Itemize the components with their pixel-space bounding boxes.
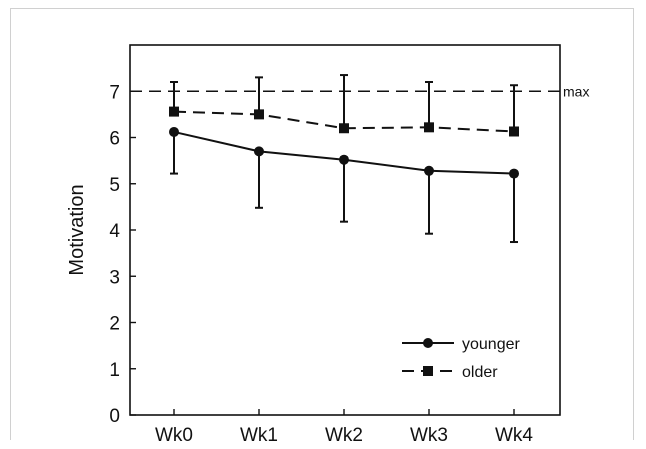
y-tick-label: 4 <box>109 221 120 242</box>
x-tick-label: Wk1 <box>240 425 278 446</box>
data-point-older <box>254 109 264 120</box>
x-tick-label: Wk4 <box>495 425 533 446</box>
legend-marker-older <box>423 366 433 376</box>
max-line-label: max <box>563 83 589 99</box>
y-tick-label: 2 <box>109 314 120 335</box>
figure-frame <box>10 8 634 440</box>
x-tick-label: Wk3 <box>410 425 448 446</box>
y-tick-label: 0 <box>109 406 120 427</box>
data-point-older <box>424 122 434 133</box>
y-tick-label: 6 <box>109 129 120 150</box>
series-group <box>169 74 519 244</box>
series-older <box>169 74 519 137</box>
data-point-younger <box>169 126 179 137</box>
x-tick-label: Wk2 <box>325 425 363 446</box>
y-tick-label: 7 <box>109 82 120 103</box>
x-tick-label: Wk0 <box>155 425 193 446</box>
y-tick-label: 5 <box>109 175 120 196</box>
data-point-younger <box>254 146 264 157</box>
data-point-younger <box>339 154 349 165</box>
legend: younger older <box>402 336 520 381</box>
series-younger <box>169 126 519 244</box>
data-point-younger <box>509 168 519 179</box>
y-tick-label: 3 <box>109 267 120 288</box>
data-point-older <box>339 123 349 134</box>
data-point-older <box>509 126 519 137</box>
axes: 0 1 2 3 4 5 6 7 Wk0 Wk1 Wk2 Wk3 Wk4 <box>109 44 561 446</box>
legend-marker-younger <box>423 338 433 348</box>
data-point-older <box>169 106 179 117</box>
legend-label-older: older <box>462 364 498 381</box>
data-point-younger <box>424 165 434 176</box>
y-tick-label: 1 <box>109 360 120 381</box>
legend-label-younger: younger <box>462 336 520 353</box>
y-axis-title: Motivation <box>66 184 88 275</box>
